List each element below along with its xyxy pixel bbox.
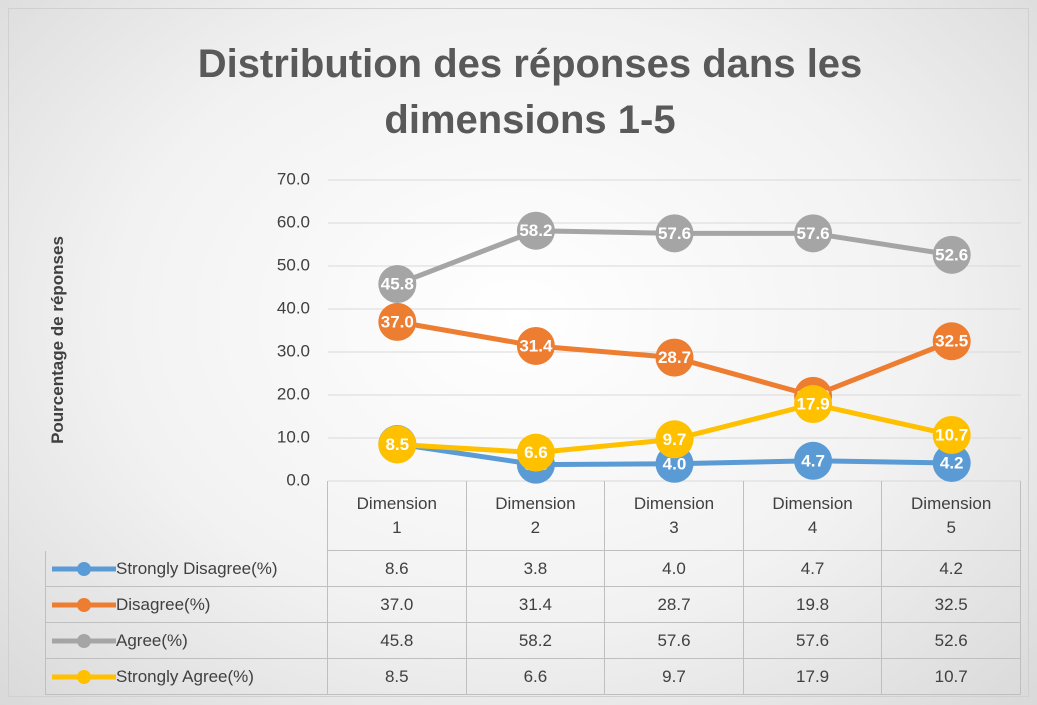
table-value: 45.8	[328, 623, 467, 659]
table-value: 52.6	[882, 623, 1021, 659]
table-value: 19.8	[743, 587, 883, 623]
chart-title: Distribution des réponses dans les dimen…	[197, 42, 863, 142]
legend-entry: Strongly Disagree(%)	[45, 551, 328, 587]
data-label: 10.7	[935, 425, 968, 444]
data-label: 6.6	[524, 443, 548, 462]
y-tick-label: 10.0	[277, 427, 310, 446]
table-value: 4.2	[882, 551, 1021, 587]
table-value: 58.2	[466, 623, 606, 659]
data-label: 31.4	[519, 336, 553, 355]
data-label: 4.2	[940, 453, 964, 472]
legend-marker	[77, 633, 91, 648]
legend-swatch	[52, 561, 116, 576]
table-value: 57.6	[743, 623, 883, 659]
x-tick-label: Dimension 3	[605, 481, 744, 551]
y-tick-label: 20.0	[277, 384, 310, 403]
marker	[378, 302, 417, 341]
marker	[932, 415, 971, 454]
data-label: 37.0	[381, 312, 414, 331]
table-value: 6.6	[466, 659, 606, 695]
table-value: 8.5	[328, 659, 467, 695]
legend-label: Strongly Disagree(%)	[116, 558, 278, 578]
table-value: 57.6	[605, 623, 744, 659]
table-value: 8.6	[328, 551, 467, 587]
marker	[516, 326, 555, 365]
table-value: 4.0	[605, 551, 744, 587]
y-tick-label: 50.0	[277, 255, 310, 274]
legend-label: Disagree(%)	[116, 594, 211, 614]
marker	[378, 425, 417, 464]
legend-swatch	[52, 633, 116, 648]
marker	[932, 235, 971, 274]
y-tick-label: 70.0	[277, 169, 310, 188]
table-value: 37.0	[328, 587, 467, 623]
legend-swatch	[52, 669, 116, 684]
marker	[378, 265, 417, 304]
table-value: 31.4	[466, 587, 606, 623]
marker	[932, 322, 971, 361]
marker	[516, 211, 555, 250]
table-value: 28.7	[605, 587, 744, 623]
marker	[794, 214, 833, 253]
x-tick-label: Dimension 4	[743, 481, 883, 551]
table-value: 3.8	[466, 551, 606, 587]
data-label: 45.8	[381, 275, 414, 294]
legend-entry: Agree(%)	[45, 623, 328, 659]
data-label: 58.2	[519, 221, 552, 240]
legend-marker	[77, 669, 91, 684]
data-label: 52.6	[935, 245, 968, 264]
legend-entry: Disagree(%)	[45, 587, 328, 623]
data-label: 57.6	[658, 224, 691, 243]
legend-marker	[77, 597, 91, 612]
chart-frame	[8, 8, 1029, 697]
legend-swatch	[52, 597, 116, 612]
table-value: 17.9	[743, 659, 883, 695]
legend-label: Strongly Agree(%)	[116, 666, 254, 686]
data-table: Dimension 1 Dimension 2 Dimension 3 Dimensi…	[45, 481, 1021, 695]
table-value: 32.5	[882, 587, 1021, 623]
marker	[655, 420, 694, 459]
x-tick-label: Dimension 1	[328, 481, 467, 551]
legend-entry: Strongly Agree(%)	[45, 659, 328, 695]
marker	[655, 214, 694, 253]
marker	[794, 385, 833, 424]
data-label: 4.7	[801, 451, 825, 470]
table-value: 9.7	[605, 659, 744, 695]
legend-marker	[77, 561, 91, 576]
y-tick-label: 0.0	[286, 470, 310, 489]
y-tick-label: 60.0	[277, 212, 310, 231]
data-label: 4.0	[663, 454, 687, 473]
table-value: 4.7	[743, 551, 883, 587]
data-label: 9.7	[663, 430, 687, 449]
marker	[932, 443, 971, 482]
x-tick-label: Dimension 2	[466, 481, 606, 551]
table-corner	[45, 481, 328, 551]
legend-label: Agree(%)	[116, 630, 188, 650]
data-label: 57.6	[797, 224, 830, 243]
marker	[655, 338, 694, 377]
data-label: 8.5	[385, 435, 409, 454]
table-value: 10.7	[882, 659, 1021, 695]
data-label: 32.5	[935, 332, 968, 351]
marker	[516, 433, 555, 472]
x-tick-label: Dimension 5	[882, 481, 1021, 551]
y-tick-label: 30.0	[277, 341, 310, 360]
marker	[794, 441, 833, 480]
data-label: 28.7	[658, 348, 691, 367]
y-tick-label: 40.0	[277, 298, 310, 317]
data-label: 17.9	[797, 395, 830, 414]
